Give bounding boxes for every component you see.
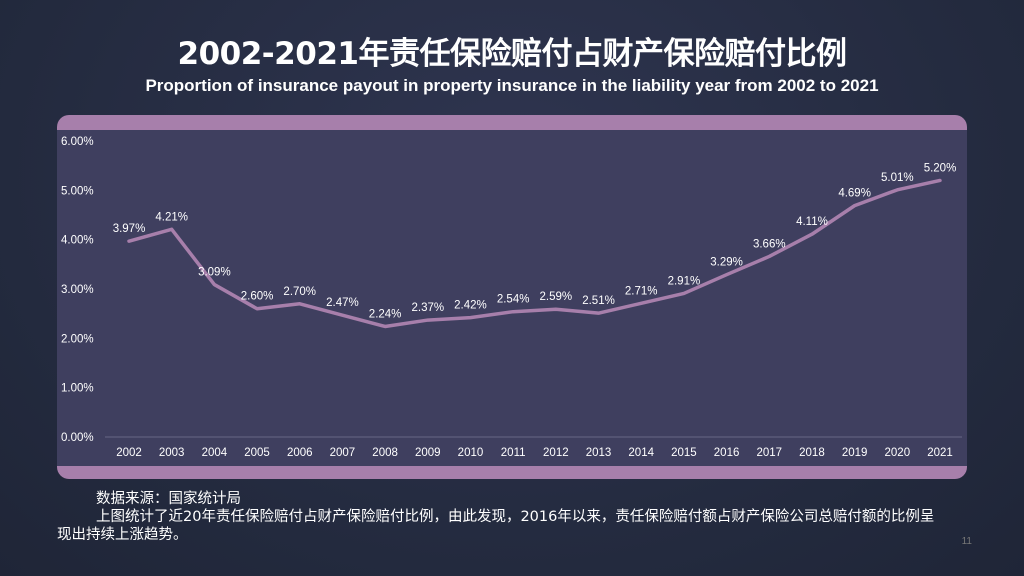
data-label: 2.59% xyxy=(540,291,573,303)
x-tick-label: 2012 xyxy=(543,447,569,459)
x-tick-label: 2004 xyxy=(202,447,228,459)
x-tick-label: 2003 xyxy=(159,447,185,459)
x-tick-label: 2014 xyxy=(628,447,654,459)
y-tick-label: 3.00% xyxy=(61,284,94,296)
x-tick-label: 2017 xyxy=(756,447,782,459)
data-label: 2.37% xyxy=(411,302,444,314)
data-point xyxy=(811,233,813,235)
data-label: 2.42% xyxy=(454,300,487,312)
x-tick-label: 2015 xyxy=(671,447,697,459)
data-label: 2.24% xyxy=(369,308,402,320)
y-tick-label: 0.00% xyxy=(61,432,94,444)
x-tick-label: 2019 xyxy=(842,447,868,459)
data-point xyxy=(171,228,173,230)
source-note: 数据来源：国家统计局 xyxy=(96,491,241,507)
y-tick-label: 2.00% xyxy=(61,333,94,345)
data-label: 2.54% xyxy=(497,294,530,306)
page-subtitle: Proportion of insurance payout in proper… xyxy=(145,76,879,95)
x-tick-label: 2011 xyxy=(501,447,526,459)
summary-text: 上图统计了近20年责任保险赔付占财产保险赔付比例，由此发现，2016年以来，责任… xyxy=(57,509,935,543)
y-tick-label: 4.00% xyxy=(61,235,94,247)
x-tick-label: 2008 xyxy=(372,447,398,459)
data-point xyxy=(299,303,301,305)
data-label: 2.60% xyxy=(241,291,274,303)
line-chart: 0.00% 1.00% 2.00% 3.00% 4.00% 5.00% 6.00% 2002 2… xyxy=(61,136,962,459)
data-label: 2.51% xyxy=(582,295,615,307)
data-point xyxy=(341,314,343,316)
data-label: 3.29% xyxy=(710,257,743,269)
x-tick-label: 2006 xyxy=(287,447,313,459)
data-label: 2.47% xyxy=(326,297,359,309)
x-tick-label: 2021 xyxy=(927,447,953,459)
data-point xyxy=(683,292,685,294)
x-tick-label: 2020 xyxy=(885,447,911,459)
data-point xyxy=(939,179,941,181)
data-label: 5.01% xyxy=(881,172,914,184)
data-point xyxy=(896,189,898,191)
data-point xyxy=(768,255,770,257)
chart-area xyxy=(57,130,967,466)
data-point xyxy=(427,319,429,321)
notes: 数据来源：国家统计局 上图统计了近20年责任保险赔付占财产保险赔付比例，由此发现… xyxy=(57,490,937,544)
data-label: 2.91% xyxy=(668,275,701,287)
x-tick-label: 2010 xyxy=(458,447,484,459)
data-point xyxy=(512,311,514,313)
data-point xyxy=(128,240,130,242)
data-point xyxy=(640,302,642,304)
x-tick-label: 2018 xyxy=(799,447,825,459)
data-point xyxy=(726,274,728,276)
page-title: 2002-2021年责任保险赔付占财产保险赔付比例 xyxy=(177,36,847,72)
x-tick-label: 2009 xyxy=(415,447,441,459)
data-label: 3.66% xyxy=(753,238,786,250)
data-label: 4.21% xyxy=(155,211,188,223)
x-tick-label: 2005 xyxy=(244,447,270,459)
data-point xyxy=(469,317,471,319)
data-label: 3.09% xyxy=(198,267,231,279)
data-point xyxy=(213,284,215,286)
page-number: 11 xyxy=(961,536,972,547)
data-label: 5.20% xyxy=(924,162,957,174)
x-tick-label: 2016 xyxy=(714,447,740,459)
data-point xyxy=(256,308,258,310)
chart-panel: 0.00% 1.00% 2.00% 3.00% 4.00% 5.00% 6.00% 2002 2… xyxy=(57,115,967,479)
x-tick-label: 2002 xyxy=(116,447,142,459)
y-tick-label: 1.00% xyxy=(61,383,94,395)
data-point xyxy=(555,308,557,310)
data-label: 2.70% xyxy=(283,286,316,298)
y-tick-label: 6.00% xyxy=(61,136,94,148)
data-point xyxy=(598,312,600,314)
data-label: 4.69% xyxy=(838,188,871,200)
data-label: 2.71% xyxy=(625,285,658,297)
x-tick-label: 2007 xyxy=(330,447,356,459)
data-point xyxy=(384,325,386,327)
data-point xyxy=(854,205,856,207)
data-label: 3.97% xyxy=(113,223,146,235)
y-tick-label: 5.00% xyxy=(61,185,94,197)
data-label: 4.11% xyxy=(796,216,828,228)
x-tick-label: 2013 xyxy=(586,447,612,459)
series-line xyxy=(127,178,942,329)
